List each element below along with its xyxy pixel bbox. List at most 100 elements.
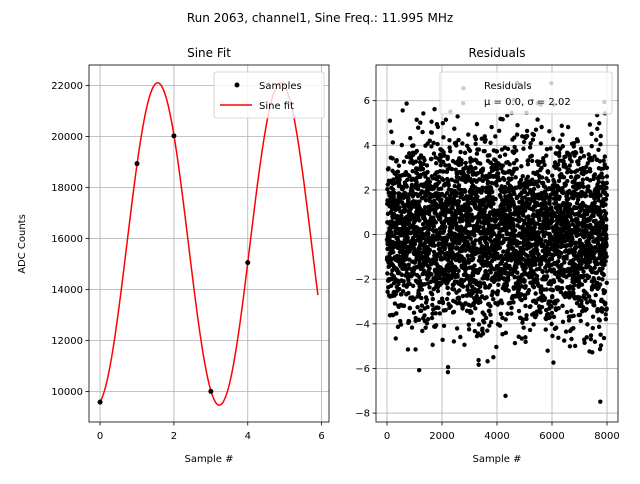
residual-point — [586, 294, 592, 299]
residual-point — [564, 165, 569, 170]
residual-point — [507, 168, 513, 174]
residual-point — [423, 325, 428, 330]
residual-point — [556, 178, 562, 184]
residual-point — [413, 218, 418, 223]
residual-point — [539, 175, 545, 180]
residual-point — [531, 132, 537, 138]
residual-point — [500, 233, 505, 239]
residual-point — [555, 298, 560, 303]
residual-point — [416, 367, 422, 373]
residual-point — [391, 187, 396, 192]
residual-point — [562, 338, 567, 343]
residual-point — [494, 183, 499, 188]
right-ytick-label: −8 — [355, 409, 370, 420]
residual-point — [525, 174, 531, 179]
residual-point — [585, 322, 590, 327]
sample-point — [171, 133, 177, 139]
residual-point — [448, 148, 453, 154]
residual-point — [505, 146, 511, 152]
residual-point — [480, 331, 486, 336]
right-ytick-label: 0 — [364, 230, 370, 241]
residual-point — [488, 270, 493, 275]
residual-point — [473, 306, 478, 311]
residual-point — [604, 217, 609, 222]
residual-point — [474, 151, 480, 156]
residual-point — [390, 156, 395, 161]
residual-point — [405, 177, 410, 182]
residual-point — [579, 298, 584, 304]
residual-point — [535, 277, 540, 282]
residual-point — [397, 177, 402, 182]
residual-point — [572, 343, 578, 349]
residual-point — [596, 190, 601, 195]
residual-point — [598, 332, 603, 337]
residual-point — [559, 279, 565, 284]
residual-point — [542, 184, 548, 189]
residual-point — [406, 319, 412, 324]
residual-point — [466, 132, 471, 137]
residual-point — [604, 165, 610, 170]
residual-point — [465, 253, 470, 258]
residual-point — [438, 186, 444, 191]
residual-point — [529, 153, 535, 158]
residual-point — [584, 300, 590, 305]
residual-point — [477, 266, 483, 272]
residual-point — [549, 256, 555, 262]
residual-point — [499, 300, 505, 306]
residual-point — [417, 199, 422, 204]
residual-point — [539, 165, 544, 171]
residual-point — [446, 291, 451, 296]
residual-point — [575, 197, 581, 202]
residual-point — [392, 190, 397, 196]
residual-point — [466, 169, 472, 175]
residual-point — [593, 292, 598, 298]
residual-point — [506, 288, 511, 293]
residual-point — [449, 177, 454, 182]
residual-point — [532, 225, 538, 230]
residual-point — [574, 201, 580, 206]
residual-point — [444, 190, 450, 196]
residual-point — [549, 205, 554, 210]
residual-point — [414, 117, 419, 122]
right-ticks: 0 2000 4000 6000 8000 −8 −6 −4 −2 0 2 4 6 — [355, 96, 619, 442]
residual-point — [424, 321, 430, 326]
residual-point — [494, 344, 499, 350]
residual-point — [406, 278, 411, 283]
residual-point — [557, 153, 562, 159]
residual-point — [456, 268, 461, 273]
residual-point — [465, 287, 470, 292]
residual-point — [429, 144, 434, 149]
residual-point — [581, 154, 587, 159]
residual-point — [403, 191, 409, 196]
residual-point — [491, 231, 497, 237]
residual-point — [545, 348, 550, 353]
residual-point — [418, 120, 423, 125]
residual-point — [385, 182, 390, 187]
residual-point — [596, 324, 602, 329]
residual-point — [429, 119, 434, 124]
residual-point — [533, 300, 539, 305]
residual-point — [604, 192, 610, 198]
residual-point — [512, 274, 517, 280]
residual-point — [556, 306, 561, 311]
sample-point — [97, 399, 103, 405]
residual-point — [443, 117, 449, 122]
right-ytick-label: −4 — [355, 319, 370, 330]
residual-point — [436, 179, 442, 185]
residual-point — [390, 140, 396, 145]
residual-point — [453, 167, 458, 172]
residual-point — [581, 304, 586, 310]
residual-point — [534, 312, 539, 318]
residual-point — [592, 172, 598, 177]
residual-point — [476, 357, 481, 363]
residual-point — [600, 175, 605, 180]
residual-point — [602, 289, 608, 294]
residual-point — [521, 243, 526, 249]
residual-point — [522, 278, 527, 283]
residual-point — [466, 219, 472, 224]
residual-point — [505, 311, 510, 316]
residual-point — [485, 359, 490, 364]
residual-point — [488, 140, 493, 145]
residual-point — [444, 241, 449, 247]
